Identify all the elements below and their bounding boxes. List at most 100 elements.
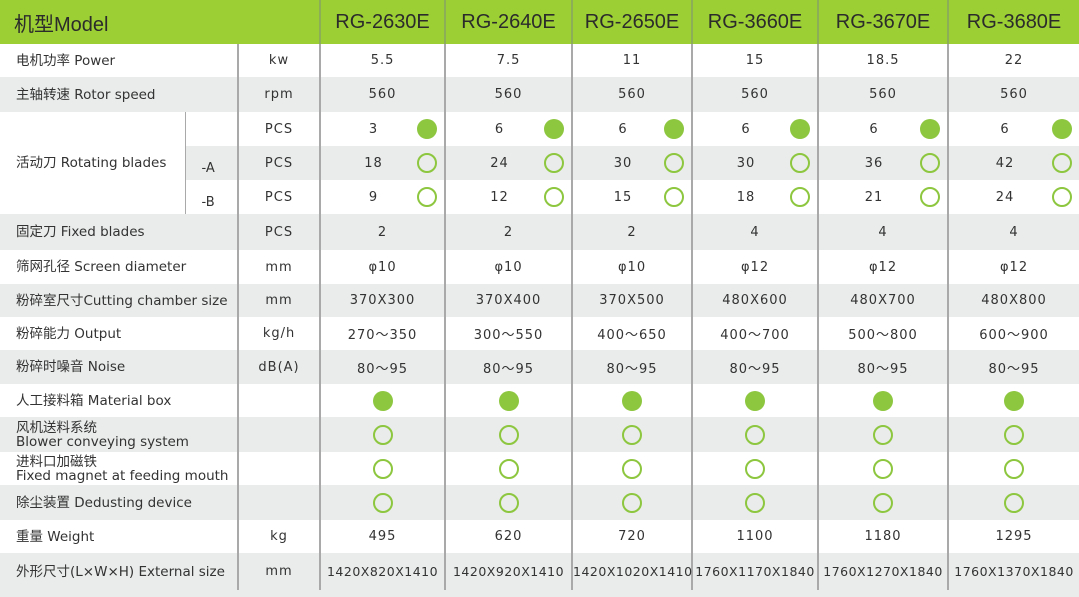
value-text: 480X700 [850,293,916,308]
value-cell: 2 [319,214,446,250]
value-cell: 720 [571,520,693,553]
value-text: 370X400 [475,293,542,308]
value-cell [444,452,573,485]
open-circle-icon [745,458,766,479]
value-cell: 1420X820X1410 [319,553,446,590]
unit-cell: rpm [236,77,321,112]
row-label: 活动刀 Rotating blades [0,112,185,214]
value-cell: 80～95 [571,350,693,384]
table-row: 重量 Weight kg 495 620 720 1100 1180 1295 [0,520,1079,553]
open-circle-icon [498,458,519,479]
filled-circle-icon [920,119,941,139]
value-cell: 9 [319,180,446,214]
row-label-text: 筛网孔径 Screen diameter [16,259,187,275]
row-label: 电机功率 Power [0,44,238,77]
table-row: -A PCS 18 24 30 30 36 42 [0,146,1079,180]
unit-cell [236,485,321,520]
value-text: 2 [627,224,637,240]
value-cell [691,384,819,417]
value-cell: 22 [947,44,1079,77]
value-cell: 3 [319,112,446,146]
value-text: 12 [490,189,509,205]
value-cell: 6 [691,112,819,146]
value-cell: φ12 [817,250,949,284]
value-cell: 370X500 [571,284,693,317]
value-cell: 1760X1370X1840 [947,553,1079,590]
open-circle-icon [372,424,393,445]
unit-cell: kw [236,44,321,77]
unit-cell: kg/h [236,317,321,350]
value-cell: 30 [691,146,819,180]
filled-circle-icon [1052,119,1073,139]
value-text: 15 [745,53,765,68]
value-cell: 495 [319,520,446,553]
unit-cell [236,417,321,452]
value-cell: 560 [571,77,693,112]
value-cell [319,452,446,485]
row-label: 粉碎时噪音 Noise [0,350,238,384]
value-cell [571,384,693,417]
value-text: 11 [622,53,642,68]
value-cell: 370X300 [319,284,446,317]
filled-circle-icon [1004,390,1025,411]
value-text: 80～95 [606,361,658,377]
open-circle-icon [544,153,565,173]
value-cell [947,485,1079,520]
row-label: 主轴转速 Rotor speed [0,77,238,112]
row-label: 粉碎室尺寸Cutting chamber size [0,284,238,317]
value-cell: φ10 [319,250,446,284]
filled-circle-icon [372,390,393,411]
value-cell [571,485,693,520]
value-cell [319,417,446,452]
value-cell [444,485,573,520]
unit-cell: PCS [236,112,321,146]
value-cell: 80～95 [691,350,819,384]
table-row: 外形尺寸(L×W×H) External size mm 1420X820X1410… [0,553,1079,590]
value-cell: 80～95 [817,350,949,384]
value-text: 560 [869,87,897,102]
open-circle-icon [1004,492,1025,513]
value-text: 1100 [736,529,774,544]
value-cell: 620 [444,520,573,553]
row-label-text: 除尘装置 Dedusting device [16,494,192,511]
sub-label [184,112,238,146]
open-circle-icon [920,153,941,173]
row-label-text: 粉碎能力 Output [16,325,122,342]
table-row: 粉碎能力 Output kg/h 270～350 300～550 400～650 400～… [0,317,1079,350]
value-text: 30 [736,155,756,171]
value-cell: φ12 [691,250,819,284]
value-cell [444,417,573,452]
table-row: 风机送料系统 Blower conveying system [0,417,1079,452]
value-text: 4 [1009,224,1019,240]
value-text: 80～95 [482,361,535,377]
row-label-text: 人工接料箱 Material box [16,392,172,409]
value-cell: 24 [947,180,1079,214]
unit-cell: PCS [236,214,321,250]
model-header: RG-2650E [571,0,693,44]
value-cell [817,485,949,520]
row-label: 除尘装置 Dedusting device [0,485,238,520]
value-cell: 42 [947,146,1079,180]
value-text: 480X800 [981,293,1047,308]
value-cell: 560 [947,77,1079,112]
row-label-text: 外形尺寸(L×W×H) External size [16,563,225,580]
value-text: 560 [494,87,523,102]
open-circle-icon [622,424,643,445]
open-circle-icon [873,458,894,479]
row-label: 外形尺寸(L×W×H) External size [0,553,238,590]
value-text: 1760X1170X1840 [695,564,815,579]
row-label-text-en: Blower conveying system [16,433,189,450]
value-text: 24 [490,155,509,171]
row-label: 粉碎能力 Output [0,317,238,350]
value-text: φ12 [999,259,1029,275]
value-cell: 600～900 [947,317,1079,350]
unit-cell: mm [236,250,321,284]
open-circle-icon [417,153,438,173]
value-cell: 560 [319,77,446,112]
value-cell: 80～95 [947,350,1079,384]
table-row: 电机功率 Power kw 5.5 7.5 11 15 18.5 22 [0,44,1079,77]
value-cell [571,452,693,485]
value-cell [444,384,573,417]
unit-cell [236,384,321,417]
value-text: 6 [494,121,505,137]
